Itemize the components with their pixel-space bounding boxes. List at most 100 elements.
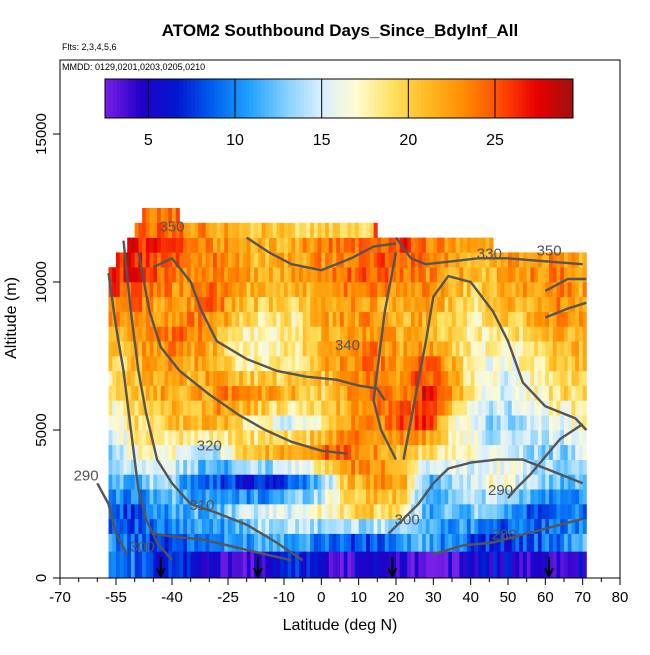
heatmap-cell [130,474,136,490]
heatmap-cell [388,385,393,401]
heatmap-cell [205,326,210,342]
heatmap-cell [396,444,401,460]
heatmap-cell [205,444,210,460]
heatmap-cell [354,415,360,431]
heatmap-cell [306,415,311,431]
heatmap-cell [246,533,251,552]
heatmap-cell [257,459,262,475]
heatmap-cell [429,237,434,253]
heatmap-cell [142,444,147,460]
heatmap-cell [116,518,121,534]
heatmap-cell [396,400,401,416]
heatmap-cell [201,311,206,327]
heatmap-cell [209,370,214,386]
heatmap-cell [358,222,363,238]
heatmap-cell [384,326,389,342]
heatmap-cell [493,267,498,283]
heatmap-cell [351,533,356,552]
dates-note: MMDD: 0129,0201,0203,0205,0210 [62,62,205,72]
heatmap-cell [325,252,330,268]
heatmap-cell [369,267,374,283]
heatmap-cell [522,282,528,298]
heatmap-cell [425,415,430,431]
heatmap-cell [549,430,554,446]
heatmap-layer [108,208,587,579]
heatmap-cell [399,474,404,490]
heatmap-cell [366,474,371,490]
heatmap-cell [537,551,542,579]
heatmap-cell [160,430,165,446]
heatmap-cell [235,430,240,446]
heatmap-cell [437,385,442,401]
heatmap-cell [388,326,393,342]
heatmap-cell [511,489,516,505]
heatmap-cell [418,267,423,283]
heatmap-cell [366,267,371,283]
heatmap-cell [541,518,546,534]
heatmap-cell [265,296,270,312]
heatmap-cell [216,430,221,446]
heatmap-cell [369,489,374,505]
heatmap-cell [231,474,236,490]
heatmap-cell [381,296,386,312]
heatmap-cell [511,459,516,475]
heatmap-cell [186,282,192,298]
heatmap-cell [261,444,266,460]
heatmap-cell [254,222,259,238]
heatmap-cell [261,252,266,268]
heatmap-cell [578,356,584,372]
heatmap-cell [145,282,150,298]
heatmap-cell [201,551,206,579]
heatmap-cell [515,489,520,505]
heatmap-cell [500,370,505,386]
heatmap-cell [254,370,259,386]
heatmap-cell [582,370,587,386]
heatmap-cell [556,296,561,312]
heatmap-cell [493,551,498,579]
heatmap-cell [530,533,535,552]
heatmap-cell [366,400,371,416]
heatmap-cell [437,237,442,253]
heatmap-cell [366,252,371,268]
heatmap-cell [425,533,430,552]
heatmap-cell [142,474,147,490]
heatmap-cell [362,356,367,372]
heatmap-cell [556,326,561,342]
heatmap-cell [284,533,289,552]
heatmap-cell [216,474,221,490]
heatmap-cell [534,311,539,327]
heatmap-cell [358,430,363,446]
heatmap-cell [168,400,173,416]
heatmap-cell [448,237,453,253]
heatmap-cell [373,504,378,520]
heatmap-cell [493,415,498,431]
heatmap-cell [254,282,259,298]
heatmap-cell [575,504,580,520]
heatmap-cell [186,400,192,416]
heatmap-cell [358,341,363,357]
heatmap-cell [373,430,378,446]
heatmap-cell [328,430,333,446]
heatmap-cell [403,504,408,520]
heatmap-cell [257,504,262,520]
heatmap-cell [377,459,382,475]
heatmap-cell [213,400,218,416]
heatmap-cell [198,444,203,460]
heatmap-cell [470,400,475,416]
colorbar-swatch [147,79,153,118]
heatmap-cell [280,533,285,552]
heatmap-cell [224,504,229,520]
heatmap-cell [153,415,158,431]
heatmap-cell [455,518,460,534]
heatmap-cell [564,415,569,431]
heatmap-cell [582,267,587,283]
heatmap-cell [444,551,449,579]
heatmap-cell [455,551,460,579]
heatmap-cell [384,551,389,579]
heatmap-cell [578,518,584,534]
heatmap-cell [302,370,307,386]
heatmap-cell [519,551,524,579]
heatmap-cell [582,474,587,490]
heatmap-cell [358,356,363,372]
heatmap-cell [575,430,580,446]
